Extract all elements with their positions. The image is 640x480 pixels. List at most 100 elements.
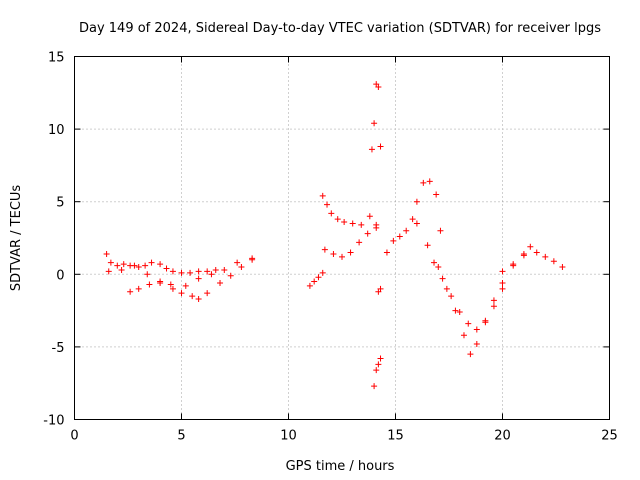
chart-title: Day 149 of 2024, Sidereal Day-to-day VTE… bbox=[79, 21, 601, 36]
data-point-track-morning-upper bbox=[120, 261, 127, 268]
data-point-track-afternoon-dip bbox=[499, 280, 506, 287]
data-point-track-morning-crossing bbox=[144, 271, 151, 278]
data-point-track-afternoon-dip bbox=[452, 307, 459, 314]
data-point-track-midday bbox=[349, 220, 356, 227]
data-point-track-evening bbox=[542, 253, 549, 260]
data-point-track-morning-lower bbox=[227, 272, 234, 279]
y-tick-label: -5 bbox=[52, 341, 65, 356]
data-point-track-morning-upper bbox=[157, 261, 164, 268]
data-point-track-midday bbox=[366, 213, 373, 220]
data-point-track-afternoon-dip bbox=[435, 264, 442, 271]
data-point-track-morning-lower bbox=[146, 281, 153, 288]
data-point-track-morning-upper bbox=[163, 265, 170, 272]
data-point-track-afternoon-rise bbox=[426, 178, 433, 185]
data-point-track-morning-upper bbox=[169, 268, 176, 275]
data-point-outliers-14h bbox=[377, 143, 384, 150]
data-point-track-afternoon-dip bbox=[413, 220, 420, 227]
data-point-track-midday bbox=[341, 219, 348, 226]
data-point-outliers-14h bbox=[371, 120, 378, 127]
data-point-track-afternoon-lower bbox=[431, 259, 438, 266]
data-point-track-afternoon-dip bbox=[460, 332, 467, 339]
data-point-track-afternoon-dip bbox=[424, 242, 431, 249]
data-point-track-afternoon-dip bbox=[467, 351, 474, 358]
data-point-track-evening bbox=[550, 258, 557, 265]
y-tick-label: -10 bbox=[43, 414, 64, 429]
data-point-track-afternoon-lower bbox=[456, 309, 463, 316]
data-point-track-afternoon-dip bbox=[443, 285, 450, 292]
axis-ticks: 0 5 10 15 20 25 -10 -5 0 5 10 15 bbox=[43, 51, 618, 444]
x-tick-label: 20 bbox=[494, 429, 511, 444]
x-tick-label: 10 bbox=[280, 429, 297, 444]
x-tick-label: 25 bbox=[601, 429, 618, 444]
data-point-outliers-14h bbox=[371, 383, 378, 390]
data-point-track-morning-upper bbox=[135, 264, 142, 271]
data-point-track-morning-lower bbox=[195, 295, 202, 302]
data-point-track-midday bbox=[334, 216, 341, 223]
data-point-track-morning-crossing bbox=[118, 266, 125, 273]
x-tick-label: 5 bbox=[177, 429, 185, 444]
data-point-track-afternoon-dip bbox=[473, 340, 480, 347]
data-point-track-morning-lower bbox=[135, 285, 142, 292]
data-point-track-afternoon-rise bbox=[413, 198, 420, 205]
data-point-track-afternoon-rise bbox=[390, 237, 397, 244]
data-point-track-morning-lower bbox=[127, 288, 134, 295]
data-point-track-evening bbox=[559, 264, 566, 271]
x-axis-label: GPS time / hours bbox=[286, 459, 395, 474]
data-point-track-afternoon-rise bbox=[420, 179, 427, 186]
data-point-track-late-morning bbox=[311, 278, 318, 285]
x-tick-label: 15 bbox=[387, 429, 404, 444]
data-point-outliers-14h bbox=[375, 361, 382, 368]
data-point-track-evening bbox=[533, 249, 540, 256]
data-point-track-morning-upper bbox=[212, 266, 219, 273]
data-point-track-morning-crossing bbox=[182, 282, 189, 289]
data-point-track-afternoon-lower bbox=[448, 293, 455, 300]
data-point-track-afternoon-lower bbox=[499, 285, 506, 292]
y-tick-label: 15 bbox=[48, 51, 65, 66]
grid bbox=[74, 56, 610, 420]
plot-frame bbox=[74, 56, 610, 420]
data-point-track-morning-upper bbox=[114, 262, 121, 269]
data-point-track-midday-lower bbox=[321, 246, 328, 253]
data-point-track-afternoon-lower bbox=[482, 319, 489, 326]
data-point-track-morning-upper bbox=[142, 262, 149, 269]
data-point-outliers-14h bbox=[373, 367, 380, 374]
data-point-track-afternoon-rise bbox=[383, 249, 390, 256]
data-point-track-morning-upper bbox=[107, 259, 114, 266]
data-point-outliers-14h bbox=[368, 146, 375, 153]
y-tick-label: 0 bbox=[56, 268, 64, 283]
data-point-track-afternoon-rise bbox=[437, 227, 444, 234]
data-point-track-midday bbox=[324, 201, 331, 208]
data-point-track-afternoon-rise bbox=[396, 233, 403, 240]
data-point-track-afternoon-rise bbox=[409, 216, 416, 223]
data-point-track-late-morning bbox=[315, 274, 322, 281]
data-point-track-morning-upper bbox=[148, 259, 155, 266]
data-point-track-evening bbox=[527, 243, 534, 250]
data-point-track-midday bbox=[358, 221, 365, 228]
data-point-track-morning-lower bbox=[189, 293, 196, 300]
data-point-track-midday-lower bbox=[339, 253, 345, 260]
data-point-track-afternoon-lower bbox=[490, 303, 497, 310]
x-tick-label: 0 bbox=[70, 429, 78, 444]
data-point-track-evening bbox=[520, 252, 527, 259]
data-point-track-midday bbox=[328, 210, 335, 217]
data-point-track-morning-crossing bbox=[195, 275, 202, 282]
data-point-track-afternoon-rise bbox=[433, 191, 440, 198]
data-point-track-morning-crossing bbox=[169, 285, 176, 292]
y-tick-label: 5 bbox=[56, 196, 64, 211]
data-point-track-morning-lower bbox=[217, 280, 224, 287]
data-points bbox=[103, 81, 566, 390]
data-point-track-midday-lower bbox=[373, 224, 380, 231]
y-tick-label: 10 bbox=[48, 123, 65, 138]
data-point-track-evening bbox=[510, 261, 517, 268]
data-point-track-morning-upper bbox=[178, 269, 185, 276]
data-point-track-afternoon-lower bbox=[473, 326, 480, 333]
data-point-outliers-14h bbox=[377, 355, 384, 362]
data-point-outliers-14h bbox=[377, 285, 384, 292]
data-point-outliers-14h bbox=[375, 83, 382, 90]
data-point-track-afternoon-lower bbox=[439, 275, 446, 282]
data-point-track-morning-lower bbox=[238, 264, 245, 271]
y-axis-label: SDTVAR / TECUs bbox=[9, 185, 24, 292]
data-point-track-morning-crossing bbox=[234, 259, 241, 266]
data-point-track-morning-crossing bbox=[249, 255, 256, 262]
data-point-track-morning-upper bbox=[103, 250, 110, 257]
